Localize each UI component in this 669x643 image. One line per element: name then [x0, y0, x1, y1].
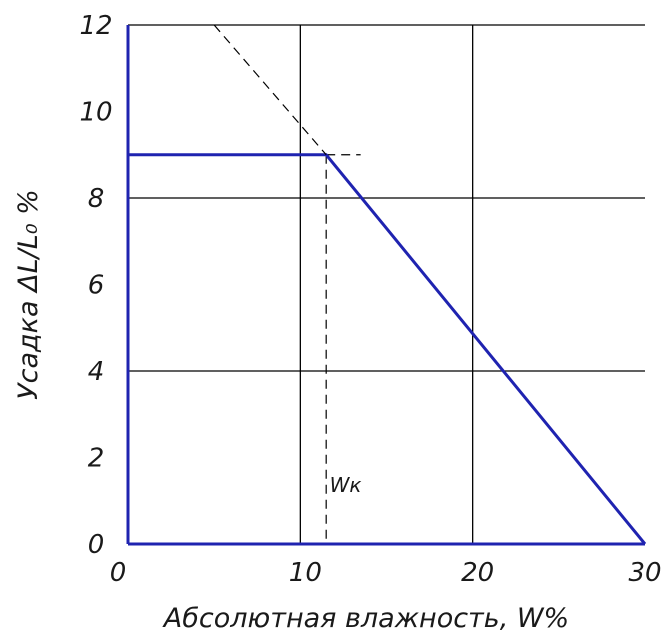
y-tick-label-6: 6: [88, 271, 105, 301]
grid: [126, 24, 645, 546]
y-tick-label-2: 2: [88, 444, 105, 474]
x-tick-label-20: 20: [461, 558, 494, 588]
x-axis-label: Абсолютная влажность, W%: [162, 603, 569, 634]
wk-annotation: Wк: [330, 473, 362, 497]
x-tick-label-10: 10: [289, 558, 322, 588]
y-tick-label-10: 10: [79, 98, 112, 128]
y-tick-label-4: 4: [88, 357, 105, 387]
tick-labels: 0 10 20 30 0 2 4 6 8 10 12: [79, 11, 661, 588]
y-tick-label-8: 8: [88, 184, 105, 214]
extrapolation-dashed-line: [213, 24, 327, 156]
x-tick-label-30: 30: [628, 558, 661, 588]
series-layer: [128, 24, 647, 545]
x-tick-label-0: 0: [110, 558, 127, 588]
y-tick-label-12: 12: [79, 11, 112, 41]
y-tick-label-0: 0: [88, 530, 105, 560]
y-axis-label: Усадка ΔL/L₀ %: [13, 189, 44, 400]
shrinkage-line: [128, 153, 647, 545]
